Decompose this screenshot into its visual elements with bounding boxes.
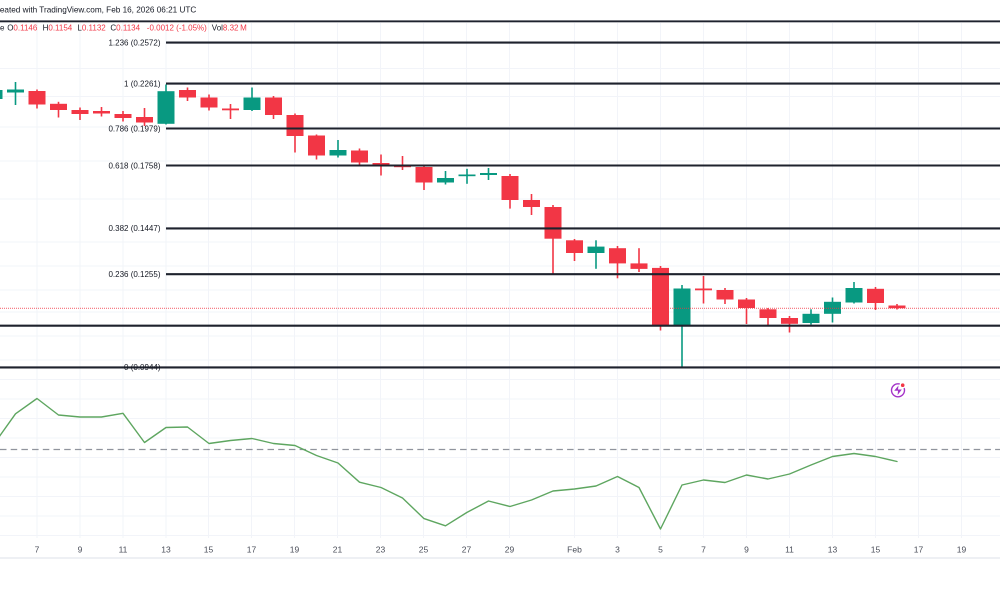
svg-text:0.618 (0.1758): 0.618 (0.1758) [108,161,160,170]
svg-text:1 (0.2261): 1 (0.2261) [124,79,161,88]
svg-text:17: 17 [247,545,257,555]
svg-text:0.786 (0.1979): 0.786 (0.1979) [108,124,160,133]
svg-text:11: 11 [785,545,794,555]
svg-text:7: 7 [35,545,40,555]
svg-text:25: 25 [419,545,429,555]
svg-text:17: 17 [914,545,924,555]
svg-text:13: 13 [161,545,171,555]
svg-text:-0.0012 (-1.05%): -0.0012 (-1.05%) [147,23,207,32]
svg-text:19: 19 [290,545,300,555]
svg-text:21: 21 [333,545,343,555]
svg-text:e: e [0,23,5,32]
svg-text:0 (0.0944): 0 (0.0944) [124,363,161,372]
svg-text:L0.1132: L0.1132 [77,23,106,32]
svg-text:15: 15 [204,545,214,555]
svg-text:5: 5 [658,545,663,555]
svg-text:9: 9 [78,545,83,555]
svg-text:0.382 (0.1447): 0.382 (0.1447) [108,224,160,233]
svg-text:23: 23 [376,545,386,555]
svg-text:3: 3 [615,545,620,555]
svg-text:1.236 (0.2572): 1.236 (0.2572) [108,38,160,47]
svg-text:13: 13 [828,545,838,555]
svg-text:0.236 (0.1255): 0.236 (0.1255) [108,270,160,279]
svg-text:7: 7 [701,545,706,555]
svg-text:15: 15 [871,545,881,555]
svg-text:19: 19 [957,545,967,555]
svg-text:Feb: Feb [567,545,582,555]
svg-text:O0.1146: O0.1146 [7,23,38,32]
svg-text:Created with TradingView.com,: Created with TradingView.com, Feb 16, 20… [0,6,196,15]
svg-text:27: 27 [462,545,472,555]
svg-text:C0.1134: C0.1134 [110,23,140,32]
svg-text:H0.1154: H0.1154 [43,23,73,32]
svg-text:29: 29 [505,545,515,555]
svg-text:11: 11 [119,545,128,555]
svg-text:9: 9 [744,545,749,555]
svg-text:Vol8.32 M: Vol8.32 M [212,23,247,32]
